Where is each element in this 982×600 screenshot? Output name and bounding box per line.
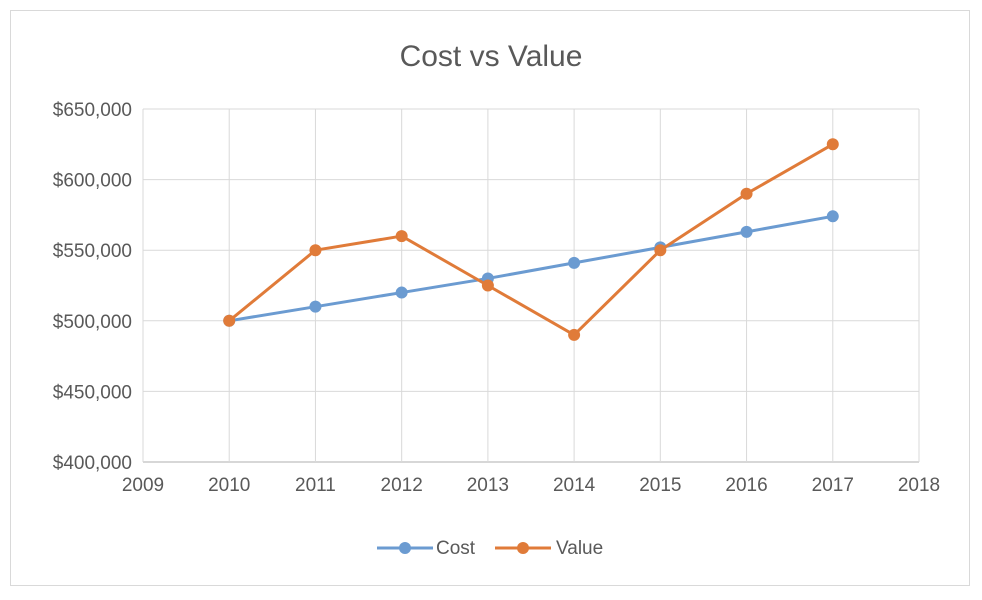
data-point-cost[interactable] bbox=[568, 256, 581, 269]
y-tick-label: $550,000 bbox=[53, 241, 132, 262]
series-line-value bbox=[227, 142, 835, 337]
x-tick-label: 2009 bbox=[122, 475, 164, 496]
data-point-value[interactable] bbox=[654, 244, 667, 257]
data-point-value[interactable] bbox=[481, 279, 494, 292]
x-tick-label: 2011 bbox=[295, 475, 336, 496]
x-tick-label: 2018 bbox=[898, 475, 940, 496]
y-tick-label: $450,000 bbox=[53, 382, 132, 403]
data-point-cost[interactable] bbox=[740, 225, 753, 238]
legend-marker-cost bbox=[399, 542, 411, 554]
data-point-cost[interactable] bbox=[395, 286, 408, 299]
legend-item-cost[interactable]: Cost bbox=[377, 538, 476, 559]
y-tick-label: $400,000 bbox=[53, 453, 132, 474]
x-tick-label: 2013 bbox=[467, 475, 509, 496]
legend: Cost Value bbox=[377, 538, 603, 559]
series-value bbox=[223, 138, 839, 341]
x-tick-label: 2016 bbox=[725, 475, 767, 496]
data-point-cost[interactable] bbox=[826, 210, 839, 223]
y-axis-tick-labels: $400,000 $450,000 $500,000 $550,000 $600,000… bbox=[53, 100, 132, 474]
chart-frame: Cost vs Value $400,000 $450,000 $500,000 $5… bbox=[10, 10, 970, 586]
legend-item-value[interactable]: Value bbox=[495, 538, 603, 559]
x-tick-label: 2017 bbox=[812, 475, 854, 496]
line-chart: Cost vs Value $400,000 $450,000 $500,000 $5… bbox=[53, 40, 940, 559]
data-point-value[interactable] bbox=[568, 328, 581, 341]
chart-title: Cost vs Value bbox=[400, 40, 583, 73]
x-tick-label: 2010 bbox=[208, 475, 250, 496]
gridlines bbox=[142, 108, 920, 463]
y-tick-label: $500,000 bbox=[53, 312, 132, 333]
x-tick-label: 2014 bbox=[553, 475, 596, 496]
data-point-value[interactable] bbox=[826, 138, 839, 151]
x-tick-label: 2012 bbox=[381, 475, 423, 496]
data-point-cost[interactable] bbox=[309, 300, 322, 313]
y-tick-label: $600,000 bbox=[53, 171, 132, 192]
y-tick-label: $650,000 bbox=[53, 100, 132, 121]
data-point-value[interactable] bbox=[309, 244, 322, 257]
x-tick-label: 2015 bbox=[639, 475, 681, 496]
series-line-cost bbox=[227, 214, 835, 323]
data-point-value[interactable] bbox=[223, 314, 236, 327]
legend-label-cost: Cost bbox=[436, 538, 476, 559]
legend-label-value: Value bbox=[556, 538, 603, 559]
legend-marker-value bbox=[517, 542, 529, 554]
data-point-value[interactable] bbox=[395, 230, 408, 243]
series-layer bbox=[223, 138, 839, 341]
data-point-value[interactable] bbox=[740, 187, 753, 200]
x-axis-tick-labels: 2009 2010 2011 2012 2013 2014 2015 2016 2017 2018 bbox=[122, 475, 940, 496]
